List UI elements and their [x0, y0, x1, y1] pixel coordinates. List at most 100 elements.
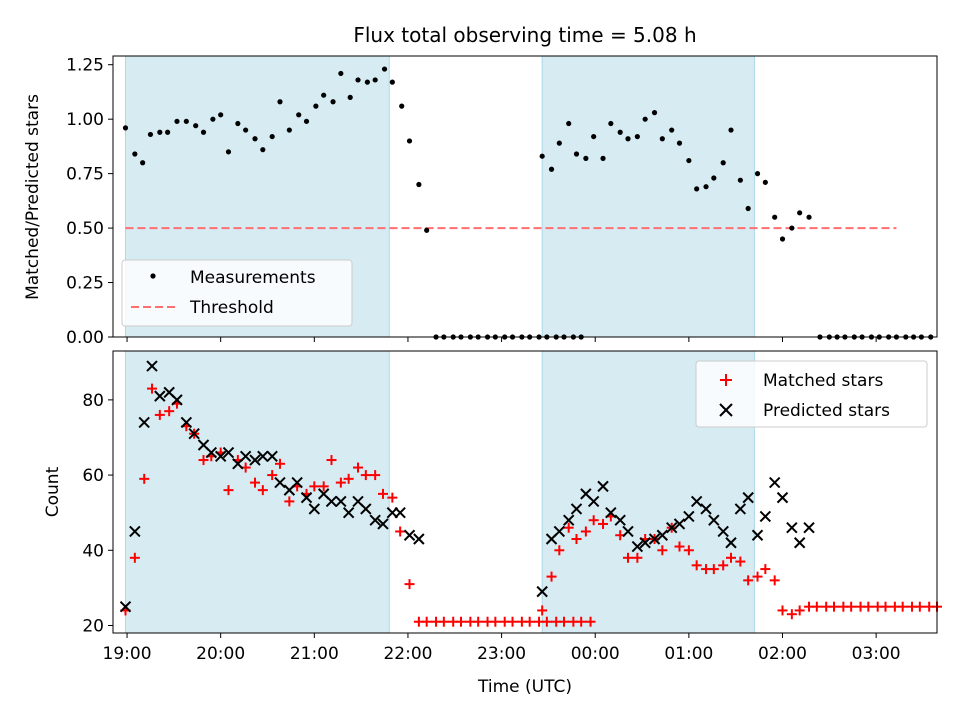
predicted-star-point: [239, 450, 252, 462]
matched-star-point: [335, 477, 346, 488]
y-tick-label: 0.50: [66, 219, 104, 239]
matched-star-point: [309, 481, 320, 492]
matched-star-point: [456, 616, 467, 627]
predicted-star-point: [742, 491, 754, 504]
measurement-point: [381, 66, 388, 72]
bottom-shaded-intervals: [124, 351, 755, 633]
measurement-point: [694, 186, 700, 192]
x-tick-label: 23:00: [477, 644, 526, 664]
predicted-star-point: [639, 537, 651, 549]
predicted-star-point: [214, 450, 227, 462]
predicted-star-point: [249, 454, 261, 466]
measurement-point: [321, 92, 327, 98]
y-tick-label: 80: [82, 391, 104, 411]
matched-star-point: [343, 473, 354, 484]
matched-star-point: [786, 609, 797, 620]
matched-star-point: [353, 462, 364, 473]
measurement-point: [772, 214, 778, 220]
measurement-point: [406, 138, 413, 144]
measurement-point: [372, 77, 378, 83]
observing-interval: [125, 351, 390, 633]
matched-star-point: [284, 496, 295, 507]
measurement-point: [218, 112, 224, 118]
matched-star-point: [154, 409, 165, 420]
measurement-point: [303, 118, 310, 124]
predicted-star-point: [300, 491, 313, 504]
measurement-point: [617, 129, 623, 135]
matched-star-point: [683, 545, 694, 556]
y-tick-label: 1.25: [66, 56, 104, 76]
matched-star-point: [129, 552, 140, 563]
measurement-point: [140, 160, 146, 166]
predicted-star-point: [205, 446, 218, 459]
measurement-point: [711, 175, 717, 181]
legend-measurements-marker: [150, 273, 156, 279]
predicted-star-point: [768, 476, 781, 489]
measurement-point: [634, 133, 640, 140]
measurement-point: [296, 112, 302, 118]
chart-title: Flux total observing time = 5.08 h: [353, 23, 696, 47]
matched-star-point: [370, 470, 381, 481]
predicted-star-point: [257, 450, 269, 462]
matched-star-point: [708, 564, 719, 575]
top-legend: Measurements Threshold: [121, 259, 353, 327]
bottom-y-ticks: 20 40 60 80: [82, 391, 113, 636]
measurement-point: [754, 171, 761, 177]
matched-star-point: [585, 616, 596, 627]
top-legend-box: [121, 259, 353, 327]
x-tick-label: 00:00: [571, 644, 620, 664]
measurement-point: [720, 160, 726, 166]
matched-star-point: [223, 485, 234, 496]
measurement-point: [762, 179, 768, 185]
matched-star-point: [563, 522, 574, 533]
matched-star-point: [326, 455, 337, 466]
matched-star-point: [632, 552, 643, 563]
matched-star-point: [387, 492, 398, 503]
matched-star-point: [473, 616, 484, 627]
measurement-point: [573, 151, 580, 157]
top-axes-frame: [112, 55, 938, 338]
predicted-star-point: [622, 525, 634, 538]
measurement-point: [235, 120, 241, 127]
measurement-point: [669, 127, 675, 133]
predicted-star-point: [587, 495, 600, 508]
matched-star-point: [769, 575, 780, 586]
matched-star-point: [863, 601, 874, 612]
predicted-star-point: [154, 390, 166, 402]
measurement-point: [286, 127, 292, 133]
matched-star-point: [541, 616, 552, 627]
measurement-point: [625, 136, 631, 142]
matched-star-point: [147, 383, 158, 394]
predicted-star-point: [222, 446, 235, 459]
matched-star-point: [524, 616, 535, 627]
measurement-point: [737, 177, 743, 183]
predicted-star-point: [656, 529, 669, 541]
matched-star-point: [752, 571, 763, 582]
matched-star-point: [623, 552, 633, 563]
matched-star-point: [318, 481, 329, 492]
measurement-point: [193, 123, 199, 129]
y-tick-label: 0.00: [66, 328, 104, 348]
predicted-star-point: [335, 495, 347, 508]
legend-predicted-marker: [719, 403, 733, 417]
matched-star-point: [598, 518, 609, 529]
top-y-ticks: 0.00 0.25 0.50 0.75 1.00 1.25: [66, 56, 113, 348]
bottom-x-ticks: 19:00 20:00 21:00 22:00 23:00 00:00 01:00 02:00…: [103, 633, 901, 664]
measurement-point: [591, 133, 597, 140]
measurement-point: [797, 210, 803, 216]
matched-star-point: [726, 552, 736, 563]
matched-star-point: [559, 616, 570, 627]
y-tick-label: 20: [82, 616, 104, 636]
predicted-star-point: [369, 514, 381, 526]
predicted-star-point: [665, 522, 678, 534]
predicted-star-point: [403, 529, 416, 541]
matched-star-point: [139, 473, 150, 484]
measurement-point: [703, 184, 709, 190]
measurement-point: [676, 140, 683, 146]
predicted-star-point: [180, 416, 193, 429]
measurement-point: [806, 214, 812, 220]
measurement-point: [225, 149, 232, 155]
predicted-star-point: [291, 476, 303, 489]
matched-star-point: [438, 616, 449, 627]
measurement-point: [132, 151, 138, 157]
